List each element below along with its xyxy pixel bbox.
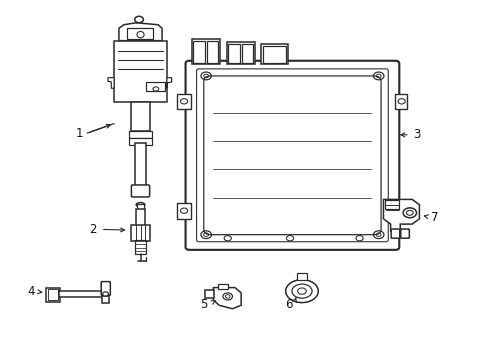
Bar [135,143,145,187]
Polygon shape [383,199,419,231]
Bar [177,203,190,219]
Text: 3: 3 [412,129,420,141]
Ellipse shape [376,74,380,78]
Bar [146,82,165,91]
Bar [47,289,58,300]
FancyBboxPatch shape [101,282,110,295]
Bar [206,41,218,63]
Bar [395,203,407,219]
Ellipse shape [225,294,230,298]
Bar [177,94,190,109]
Bar [129,138,151,145]
Text: 6: 6 [285,298,292,311]
Bar [297,274,306,280]
Ellipse shape [376,233,380,237]
Bar [204,291,214,298]
Text: 7: 7 [430,211,438,224]
Polygon shape [119,23,162,41]
Text: 4: 4 [27,285,35,298]
FancyBboxPatch shape [390,229,399,238]
Ellipse shape [137,31,144,38]
Bar [127,28,153,39]
Ellipse shape [180,99,187,104]
Polygon shape [166,78,171,88]
Ellipse shape [373,72,383,80]
Ellipse shape [397,99,405,104]
Bar [218,284,227,289]
Ellipse shape [373,231,383,239]
Bar [131,102,149,131]
Bar [228,44,239,63]
Ellipse shape [291,284,311,298]
FancyBboxPatch shape [400,229,408,238]
Polygon shape [108,78,114,88]
Bar [102,296,109,303]
Ellipse shape [286,235,293,241]
Bar [135,240,146,254]
Ellipse shape [135,16,143,23]
Bar [136,204,144,210]
Bar [136,209,145,226]
Text: 2: 2 [89,223,96,236]
Ellipse shape [285,280,318,303]
Polygon shape [213,288,241,309]
Text: 5: 5 [200,298,207,311]
Bar [384,201,399,209]
Bar [395,94,407,109]
Ellipse shape [203,74,208,78]
Ellipse shape [153,87,159,91]
Polygon shape [131,225,150,241]
Ellipse shape [180,208,187,213]
Ellipse shape [201,72,211,80]
Ellipse shape [203,233,208,237]
Ellipse shape [406,210,412,215]
Bar [226,42,254,64]
Ellipse shape [297,288,305,294]
Bar [191,39,219,64]
Bar [193,41,204,63]
FancyBboxPatch shape [131,185,149,197]
Bar [45,288,60,302]
Ellipse shape [102,292,108,296]
Polygon shape [114,41,166,102]
Bar [261,44,287,64]
Ellipse shape [136,203,144,207]
Ellipse shape [201,231,211,239]
Ellipse shape [355,235,363,241]
Bar [129,131,151,138]
Bar [241,44,253,63]
Ellipse shape [223,293,232,300]
Bar [59,292,107,297]
Ellipse shape [224,235,231,241]
Text: 1: 1 [75,127,83,140]
Bar [262,46,285,63]
FancyBboxPatch shape [185,61,399,250]
Ellipse shape [397,208,405,213]
Ellipse shape [402,208,416,218]
